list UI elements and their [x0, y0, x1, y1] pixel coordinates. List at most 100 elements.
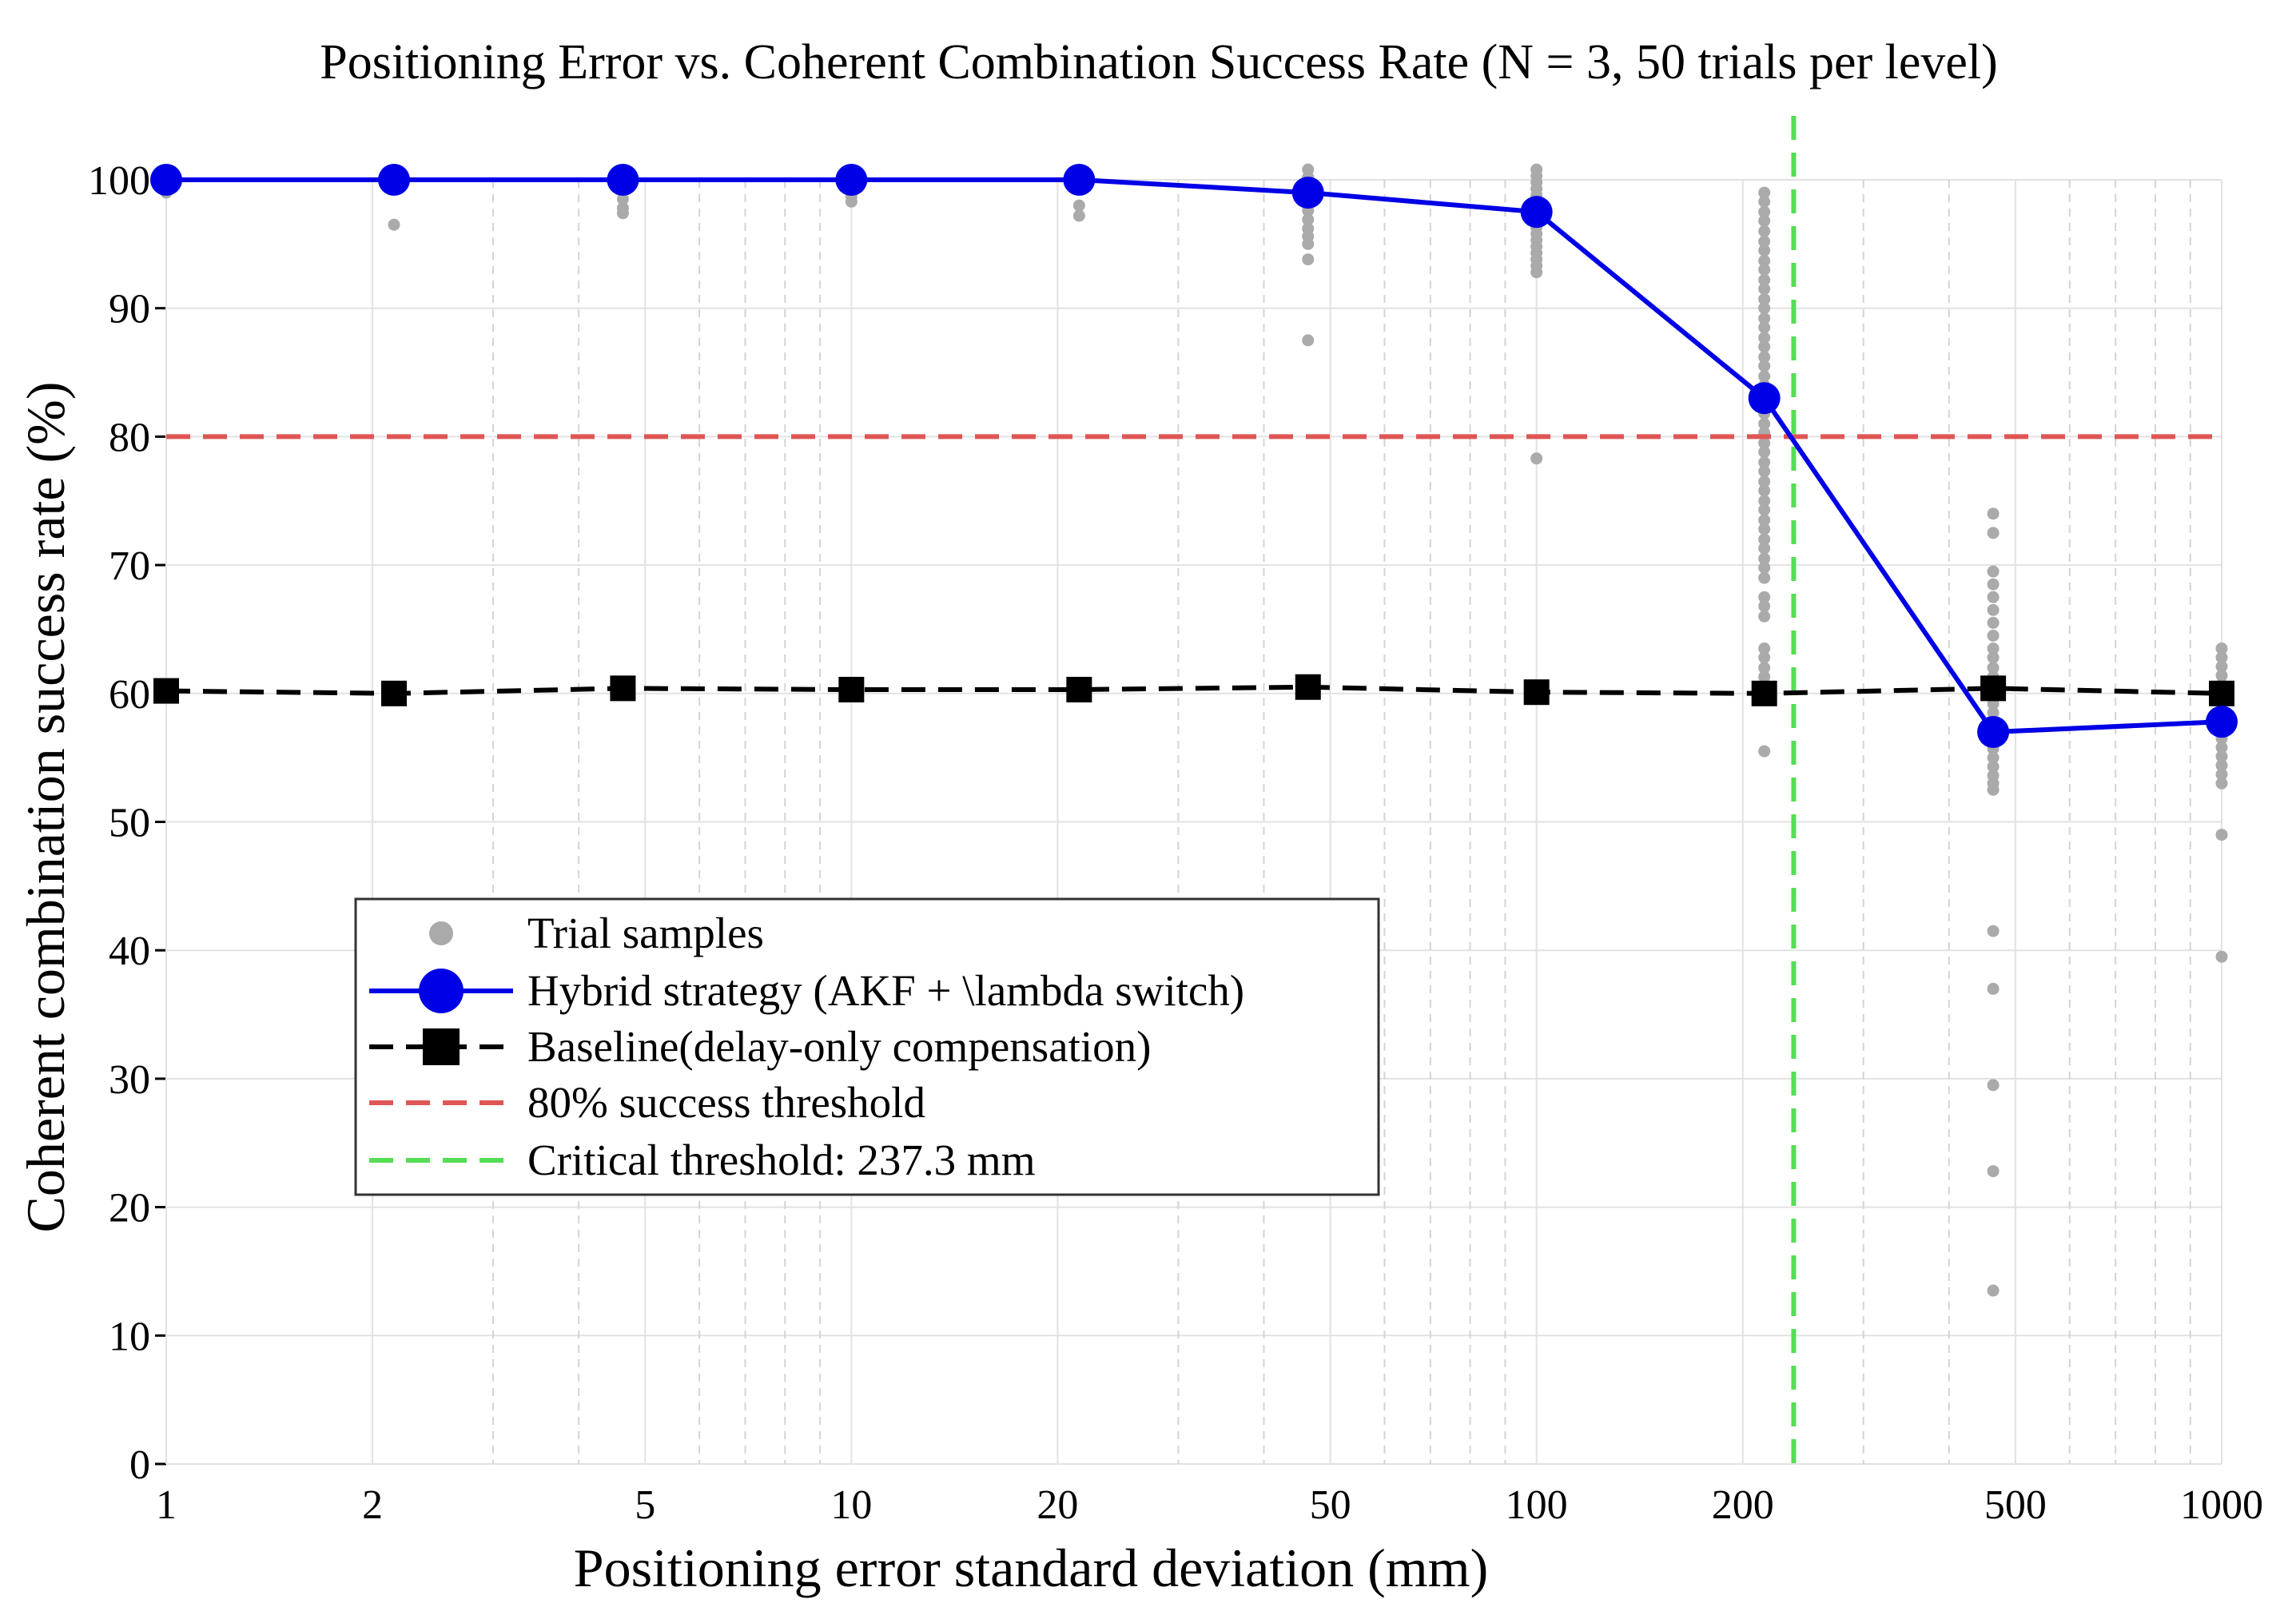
x-tick-label: 5 [635, 1482, 655, 1528]
x-tick-label: 100 [1506, 1482, 1568, 1528]
y-tick-labels: 0 10 20 30 40 50 60 70 80 90 100 [88, 158, 150, 1488]
trial-sample-point [1072, 209, 1085, 222]
trial-sample-point [2215, 950, 2228, 963]
x-tick-label: 20 [1037, 1482, 1078, 1528]
hybrid-line [166, 177, 2222, 735]
hybrid-point [607, 164, 639, 196]
trial-sample-point [1758, 195, 1771, 208]
trial-sample-point [1758, 205, 1771, 218]
trial-sample-point [1987, 651, 2000, 664]
trial-sample-point [1987, 591, 2000, 603]
hybrid-series [150, 164, 2238, 749]
reference-lines [166, 116, 2222, 1464]
trial-sample-point [1758, 670, 1771, 683]
trial-sample-point [1987, 527, 2000, 539]
trial-sample-point [1758, 417, 1771, 430]
trial-sample-point [1987, 603, 2000, 616]
hybrid-point [1291, 177, 1324, 209]
trial-sample-point [1758, 514, 1771, 527]
hybrid-point [378, 164, 411, 196]
trial-sample-point [1758, 600, 1771, 613]
y-tick-label: 90 [109, 287, 150, 332]
trial-sample-point [1758, 591, 1771, 603]
trial-sample-point [1758, 561, 1771, 574]
trial-sample-point [1758, 552, 1771, 565]
trial-sample-point [1987, 1165, 2000, 1178]
trial-sample-point [1758, 351, 1771, 364]
legend-hybrid-marker [419, 969, 464, 1013]
trial-sample-point [1758, 263, 1771, 276]
trial-sample-point [2215, 777, 2228, 790]
trial-sample-point [616, 193, 629, 205]
y-tick-label: 0 [129, 1442, 150, 1488]
baseline-point [381, 680, 408, 706]
legend-trial-samples-label: Trial samples [527, 909, 764, 957]
trial-sample-point [1530, 266, 1543, 279]
trial-sample-point [1758, 273, 1771, 286]
x-tick-label: 2 [362, 1482, 383, 1528]
baseline-point [838, 676, 865, 702]
trial-sample-point [1302, 213, 1315, 226]
trial-sample-point [1987, 751, 2000, 764]
legend-trial-samples-marker [429, 921, 453, 945]
trial-sample-point [1758, 642, 1771, 655]
baseline-point [1980, 675, 2007, 702]
hybrid-point [1977, 716, 2010, 749]
trial-sample-point [2215, 741, 2228, 754]
trial-sample-point [1987, 982, 2000, 995]
y-tick-label: 100 [88, 158, 150, 204]
trial-sample-point [1758, 651, 1771, 664]
legend-critical-threshold-label: Critical threshold: 237.3 mm [527, 1136, 1035, 1184]
trial-sample-point [845, 195, 858, 208]
trial-sample-point [1758, 283, 1771, 296]
x-axis-label: Positioning error standard deviation (mm… [574, 1537, 1488, 1598]
baseline-series [153, 674, 2234, 706]
trial-sample-point [1987, 629, 2000, 642]
legend-box [354, 897, 1380, 1196]
hybrid-point [150, 164, 182, 196]
legend-hybrid-label: Hybrid strategy (AKF + \lambda switch) [527, 966, 1244, 1015]
trial-sample-point [2215, 651, 2228, 664]
trial-sample-point [1758, 254, 1771, 267]
x-tick-label: 1 [156, 1482, 177, 1528]
trial-sample-point [1758, 312, 1771, 325]
trial-sample-point [388, 218, 400, 231]
y-tick-label: 30 [109, 1057, 150, 1103]
trial-sample-point [1758, 745, 1771, 758]
y-tick-label: 10 [109, 1314, 150, 1359]
trial-sample-point [1987, 507, 2000, 520]
trial-sample-point [1758, 662, 1771, 674]
baseline-point [1751, 680, 1777, 706]
baseline-line [165, 684, 2222, 696]
trial-sample-point [1758, 542, 1771, 555]
trial-sample-point [1758, 484, 1771, 497]
trial-sample-point [1987, 706, 2000, 719]
trial-sample-point [1758, 495, 1771, 507]
trial-sample-point [1987, 760, 2000, 773]
baseline-point [2209, 680, 2234, 706]
trial-sample-point [1758, 321, 1771, 334]
trial-sample-point [1758, 533, 1771, 546]
y-tick-label: 60 [109, 672, 150, 718]
trial-sample-point [1758, 436, 1771, 449]
y-tick-label: 70 [109, 543, 150, 589]
trial-sample-point [1758, 456, 1771, 469]
legend-80-threshold-label: 80% success threshold [527, 1078, 925, 1127]
trial-sample-point [1987, 578, 2000, 591]
trial-sample-point [2215, 759, 2228, 772]
trial-sample-point [1987, 565, 2000, 578]
trial-sample-point [1758, 503, 1771, 516]
legend-baseline-marker [423, 1028, 460, 1065]
trial-sample-point [1302, 253, 1315, 266]
trial-sample-point [2215, 660, 2228, 673]
grid [155, 178, 2222, 1466]
x-tick-label: 1000 [2180, 1482, 2263, 1528]
x-tick-labels: 1 2 5 10 20 50 100 200 500 1000 [156, 1482, 2263, 1528]
trial-sample-point [2215, 829, 2228, 841]
trial-sample-point [1758, 446, 1771, 459]
trial-sample-point [1758, 340, 1771, 353]
trial-sample-point [1758, 571, 1771, 584]
baseline-point [1295, 674, 1321, 700]
y-tick-label: 80 [109, 415, 150, 460]
